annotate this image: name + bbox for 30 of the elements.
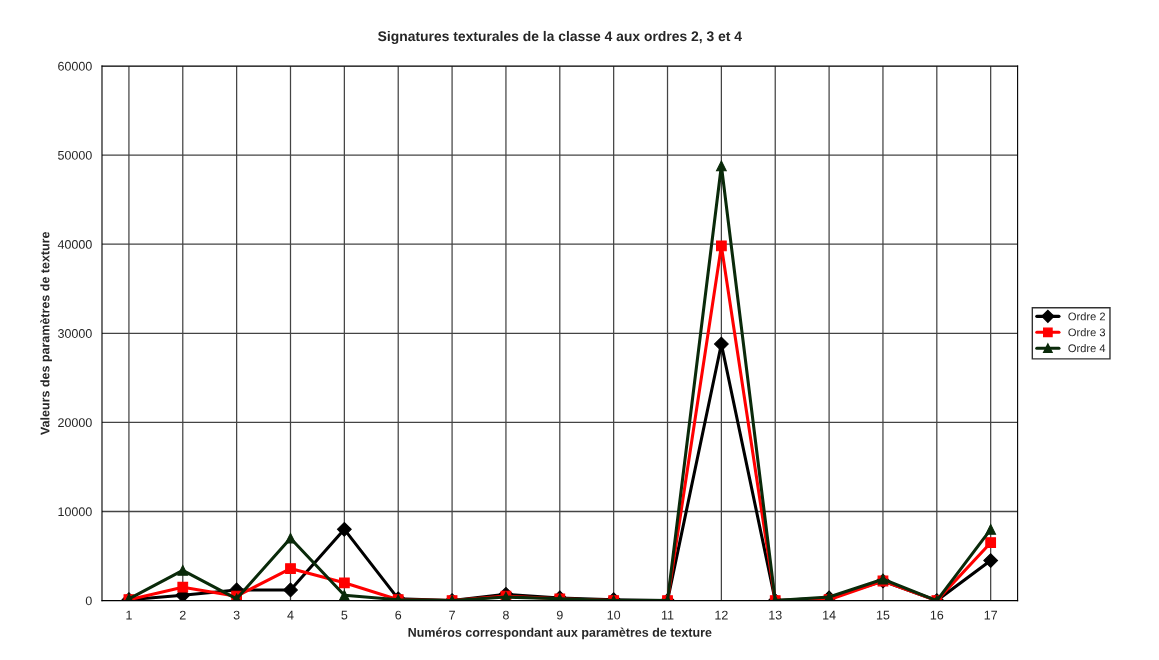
legend-label: Ordre 3 bbox=[1068, 328, 1106, 337]
x-tick-label: 12 bbox=[715, 610, 728, 620]
x-tick-label: 5 bbox=[341, 610, 348, 620]
y-tick-label: 40000 bbox=[57, 240, 92, 249]
legend-label: Ordre 2 bbox=[1068, 312, 1105, 321]
x-tick-label: 16 bbox=[930, 610, 944, 620]
y-tick-label: 60000 bbox=[58, 61, 92, 71]
x-tick-label: 17 bbox=[984, 610, 997, 620]
x-tick-label: 9 bbox=[556, 610, 563, 620]
x-tick-label: 14 bbox=[823, 610, 836, 620]
y-tick-label: 10000 bbox=[58, 507, 92, 517]
x-axis-title: Numéros correspondant aux paramètres de texture bbox=[408, 627, 712, 640]
y-tick-label: 30000 bbox=[57, 329, 92, 338]
x-tick-label: 11 bbox=[661, 610, 674, 620]
x-tick-label: 1 bbox=[126, 610, 132, 620]
x-tick-label: 7 bbox=[449, 610, 455, 620]
y-tick-label: 0 bbox=[85, 596, 92, 606]
x-tick-label: 13 bbox=[769, 610, 782, 620]
x-tick-label: 10 bbox=[607, 610, 621, 620]
x-tick-label: 15 bbox=[876, 610, 890, 620]
legend-label: Ordre 4 bbox=[1068, 344, 1106, 353]
x-tick-label: 4 bbox=[287, 610, 294, 620]
y-tick-label: 50000 bbox=[58, 150, 92, 160]
y-tick-label: 20000 bbox=[58, 418, 92, 428]
y-axis-title: Valeurs des paramètres de texture bbox=[40, 231, 52, 435]
x-tick-label: 3 bbox=[233, 610, 240, 620]
chart-title: Signatures texturales de la classe 4 aux ordres 2, 3 et 4 bbox=[378, 30, 742, 44]
x-tick-label: 6 bbox=[395, 610, 402, 620]
x-tick-label: 2 bbox=[179, 610, 186, 620]
x-tick-label: 8 bbox=[503, 610, 509, 620]
